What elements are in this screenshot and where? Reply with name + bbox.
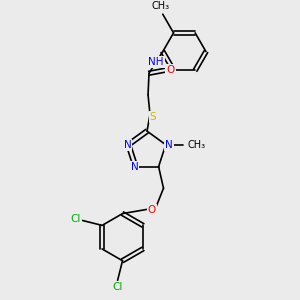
Text: N: N — [131, 162, 138, 172]
Text: N: N — [124, 140, 131, 150]
Text: N: N — [165, 140, 172, 150]
Text: CH₃: CH₃ — [187, 140, 206, 150]
Text: CH₃: CH₃ — [152, 1, 170, 11]
Text: Cl: Cl — [112, 282, 123, 292]
Text: O: O — [148, 205, 156, 215]
Text: NH: NH — [148, 57, 164, 68]
Text: Cl: Cl — [70, 214, 81, 224]
Text: O: O — [167, 65, 175, 75]
Text: S: S — [150, 112, 156, 122]
